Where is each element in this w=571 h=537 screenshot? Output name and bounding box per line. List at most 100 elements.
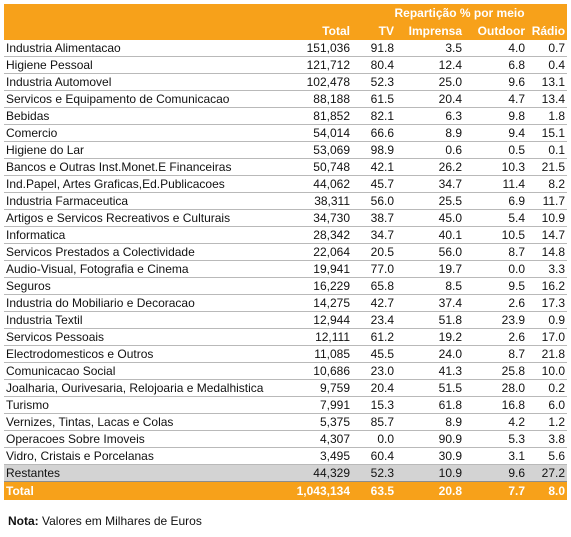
cell-imprensa: 20.8	[396, 481, 464, 500]
cell-tv: 45.5	[352, 345, 396, 363]
header-tv: TV	[352, 22, 396, 40]
cell-sector: Operacoes Sobre Imoveis	[4, 430, 294, 448]
table-row: Industria do Mobiliario e Decoracao 14,27…	[4, 294, 568, 312]
cell-imprensa: 61.8	[396, 396, 464, 414]
cell-outdoor: 10.5	[464, 226, 527, 244]
cell-outdoor: 0.0	[464, 260, 527, 278]
header-row-columns: Total TV Imprensa Outdoor Rádio	[4, 22, 568, 40]
table-row: Higiene do Lar 53,069 98.9 0.6 0.5 0.1	[4, 141, 568, 159]
cell-sector: Electrodomesticos e Outros	[4, 345, 294, 363]
cell-outdoor: 2.6	[464, 328, 527, 346]
cell-tv: 0.0	[352, 430, 396, 448]
cell-outdoor: 10.3	[464, 158, 527, 176]
cell-tv: 23.0	[352, 362, 396, 380]
cell-outdoor: 0.5	[464, 141, 527, 159]
cell-radio: 11.7	[527, 192, 568, 210]
cell-total: 53,069	[294, 141, 352, 159]
cell-sector: Seguros	[4, 277, 294, 295]
cell-outdoor: 4.2	[464, 413, 527, 431]
cell-radio: 5.6	[527, 447, 568, 465]
table-row: Servicos Pessoais 12,111 61.2 19.2 2.6 17.0	[4, 328, 568, 346]
cell-total: 9,759	[294, 379, 352, 397]
table-row: Comunicacao Social 10,686 23.0 41.3 25.8 10.0	[4, 362, 568, 380]
cell-tv: 77.0	[352, 260, 396, 278]
cell-sector: Industria Alimentacao	[4, 40, 294, 57]
cell-imprensa: 20.4	[396, 90, 464, 108]
cell-outdoor: 8.7	[464, 345, 527, 363]
cell-imprensa: 12.4	[396, 56, 464, 74]
cell-radio: 3.3	[527, 260, 568, 278]
cell-total: 19,941	[294, 260, 352, 278]
cell-radio: 8.2	[527, 175, 568, 193]
cell-radio: 17.0	[527, 328, 568, 346]
table-container: Repartição % por meio Total TV Imprensa …	[4, 4, 568, 500]
cell-total: 121,712	[294, 56, 352, 74]
cell-total: 3,495	[294, 447, 352, 465]
header-outdoor: Outdoor	[464, 22, 527, 40]
cell-radio: 16.2	[527, 277, 568, 295]
cell-imprensa: 19.7	[396, 260, 464, 278]
cell-outdoor: 25.8	[464, 362, 527, 380]
table-row: Joalharia, Ourivesaria, Relojoaria e Med…	[4, 379, 568, 397]
cell-radio: 13.4	[527, 90, 568, 108]
cell-radio: 21.5	[527, 158, 568, 176]
cell-sector: Bancos e Outras Inst.Monet.E Financeiras	[4, 158, 294, 176]
cell-radio: 0.1	[527, 141, 568, 159]
cell-radio: 1.8	[527, 107, 568, 125]
cell-imprensa: 25.0	[396, 73, 464, 91]
cell-outdoor: 5.4	[464, 209, 527, 227]
cell-total: 12,944	[294, 311, 352, 329]
cell-radio: 15.1	[527, 124, 568, 142]
cell-imprensa: 25.5	[396, 192, 464, 210]
cell-sector: Servicos e Equipamento de Comunicacao	[4, 90, 294, 108]
cell-radio: 6.0	[527, 396, 568, 414]
footnote-text: Valores em Milhares de Euros	[38, 514, 202, 528]
cell-tv: 52.3	[352, 73, 396, 91]
header-group-label: Repartição % por meio	[352, 4, 568, 22]
cell-total: 22,064	[294, 243, 352, 261]
table-row: Seguros 16,229 65.8 8.5 9.5 16.2	[4, 277, 568, 295]
cell-sector: Artigos e Servicos Recreativos e Cultura…	[4, 209, 294, 227]
cell-outdoor: 23.9	[464, 311, 527, 329]
cell-outdoor: 9.8	[464, 107, 527, 125]
cell-imprensa: 45.0	[396, 209, 464, 227]
cell-tv: 23.4	[352, 311, 396, 329]
header-empty-cell	[294, 4, 352, 22]
cell-sector: Industria Automovel	[4, 73, 294, 91]
restantes-row: Restantes 44,329 52.3 10.9 9.6 27.2	[4, 464, 568, 482]
cell-total: 38,311	[294, 192, 352, 210]
cell-outdoor: 8.7	[464, 243, 527, 261]
header-empty-cell	[4, 4, 294, 22]
cell-outdoor: 7.7	[464, 481, 527, 500]
cell-imprensa: 51.8	[396, 311, 464, 329]
cell-sector: Joalharia, Ourivesaria, Relojoaria e Med…	[4, 379, 294, 397]
footnote-label: Nota:	[8, 514, 39, 528]
table-row: Industria Automovel 102,478 52.3 25.0 9.6 13.…	[4, 73, 568, 91]
cell-imprensa: 0.6	[396, 141, 464, 159]
cell-sector: Comercio	[4, 124, 294, 142]
table-row: Servicos Prestados a Colectividade 22,064…	[4, 243, 568, 261]
table-row: Comercio 54,014 66.6 8.9 9.4 15.1	[4, 124, 568, 142]
cell-tv: 66.6	[352, 124, 396, 142]
cell-imprensa: 30.9	[396, 447, 464, 465]
cell-imprensa: 51.5	[396, 379, 464, 397]
cell-outdoor: 16.8	[464, 396, 527, 414]
cell-radio: 14.8	[527, 243, 568, 261]
cell-sector: Servicos Pessoais	[4, 328, 294, 346]
cell-total: 14,275	[294, 294, 352, 312]
cell-sector: Industria Farmaceutica	[4, 192, 294, 210]
cell-tv: 98.9	[352, 141, 396, 159]
cell-tv: 91.8	[352, 40, 396, 57]
cell-sector: Higiene do Lar	[4, 141, 294, 159]
cell-total: 151,036	[294, 40, 352, 57]
cell-tv: 60.4	[352, 447, 396, 465]
header-row-group: Repartição % por meio	[4, 4, 568, 22]
cell-tv: 20.5	[352, 243, 396, 261]
cell-sector: Industria do Mobiliario e Decoracao	[4, 294, 294, 312]
cell-imprensa: 40.1	[396, 226, 464, 244]
cell-sector: Total	[4, 481, 294, 500]
cell-tv: 63.5	[352, 481, 396, 500]
cell-total: 4,307	[294, 430, 352, 448]
cell-total: 12,111	[294, 328, 352, 346]
cell-imprensa: 6.3	[396, 107, 464, 125]
